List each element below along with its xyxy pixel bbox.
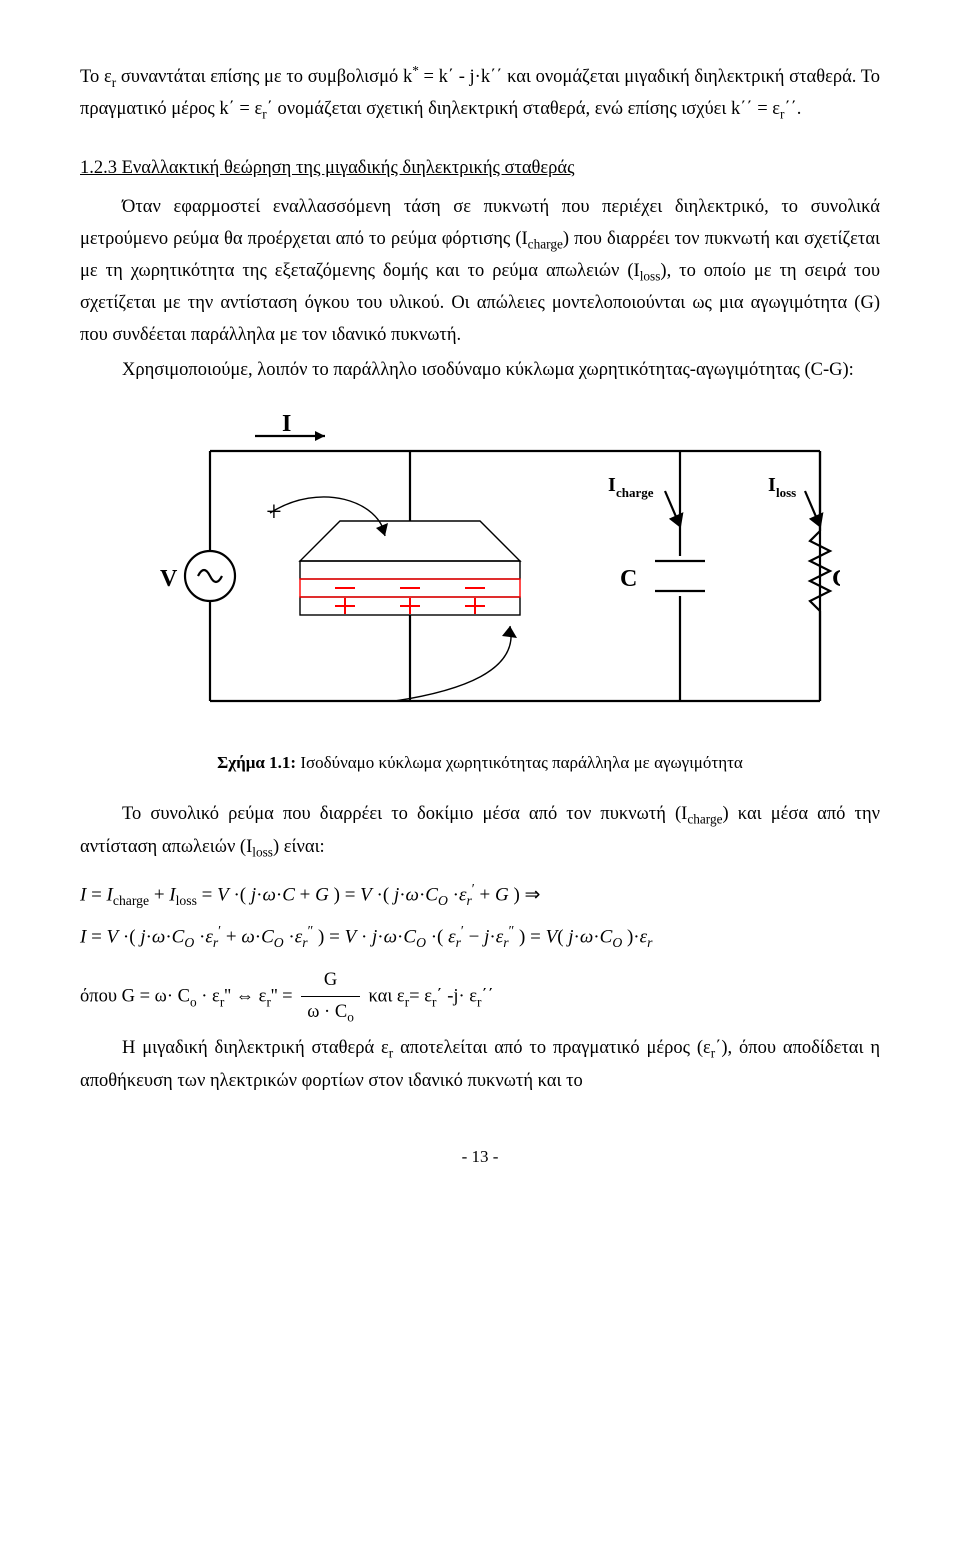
label-iloss: I <box>768 474 776 496</box>
paragraph-1: Το εr συναντάται επίσης με το συμβολισμό… <box>80 60 880 127</box>
equation-block: I = Icharge + Iloss = V ·( j·ω·C + G ) =… <box>80 874 880 958</box>
label-g: G <box>832 566 840 592</box>
section-heading: 1.2.3 Εναλλακτική θεώρηση της μιγαδικής … <box>80 153 880 184</box>
label-v: V <box>160 566 178 592</box>
figure-caption-text: Ισοδύναμο κύκλωμα χωρητικότητας παράλληλ… <box>296 753 743 772</box>
svg-text:+: + <box>266 497 282 528</box>
figure-caption: Σχήμα 1.1: Ισοδύναμο κύκλωμα χωρητικότητ… <box>80 749 880 778</box>
paragraph-4: Το συνολικό ρεύμα που διαρρέει το δοκίμι… <box>80 799 880 864</box>
svg-text:loss: loss <box>776 485 796 500</box>
fraction-denominator: ω · Co <box>301 997 360 1029</box>
paragraph-3: Χρησιμοποιούμε, λοιπόν το παράλληλο ισοδ… <box>80 355 880 386</box>
label-i: I <box>282 411 291 437</box>
equation-2: I = V ·( j·ω·CO ·εr′ + ω·CO ·εr″ ) = V ·… <box>80 916 880 958</box>
figure-caption-label: Σχήμα 1.1: <box>217 753 296 772</box>
label-c: C <box>620 566 637 592</box>
equivalent-circuit-figure: + − V I C G I charge I loss <box>80 411 880 741</box>
label-icharge: I <box>608 474 616 496</box>
fraction-numerator: G <box>301 965 360 997</box>
page-number: - 13 - <box>80 1143 880 1172</box>
svg-text:−: − <box>360 685 377 718</box>
equation-1: I = Icharge + Iloss = V ·( j·ω·C + G ) =… <box>80 874 880 916</box>
svg-text:charge: charge <box>616 485 654 500</box>
equation-3: όπου G = ω· Co · εr'' ⇔ εr'' = G ω · Co … <box>80 965 880 1030</box>
paragraph-5: Η μιγαδική διηλεκτρική σταθερά εr αποτελ… <box>80 1033 880 1097</box>
paragraph-2: Όταν εφαρμοστεί εναλλασσόμενη τάση σε πυ… <box>80 192 880 351</box>
